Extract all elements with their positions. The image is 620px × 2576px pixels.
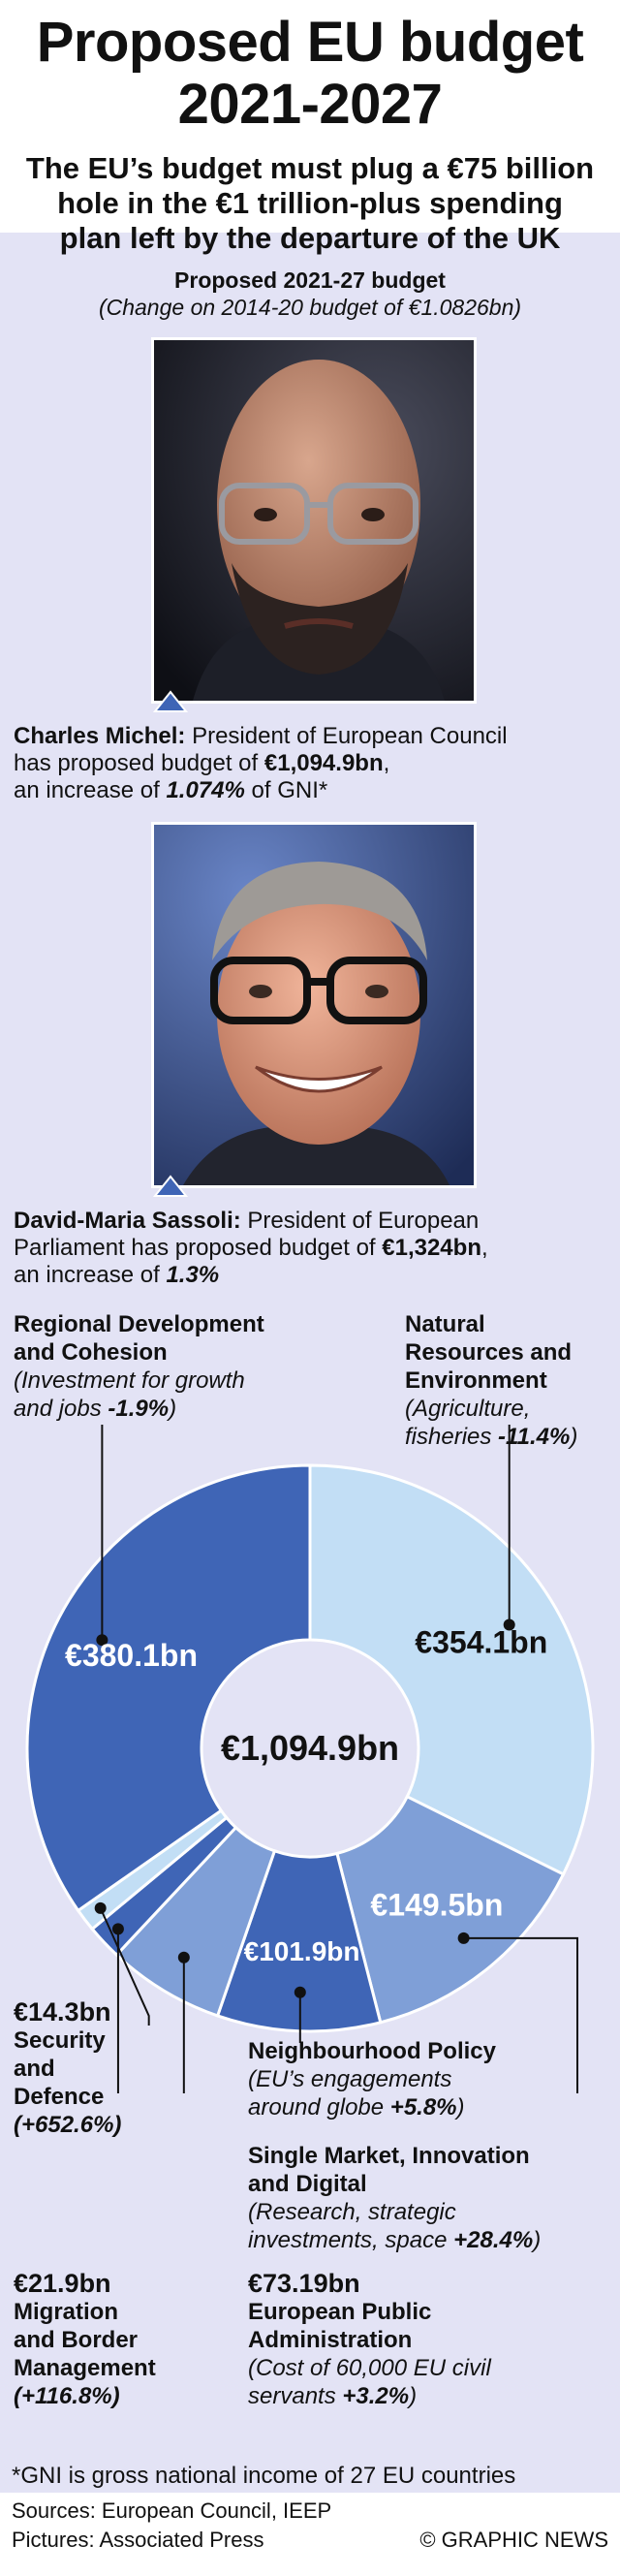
leader-line (508, 1425, 511, 1625)
slice-value-label: €380.1bn (65, 1638, 198, 1673)
leader-dot (177, 1951, 190, 1963)
label-migration-border: €21.9bn Migration and Border Management … (14, 2269, 156, 2410)
budget-donut-chart: €354.1bn €149.5bn €101.9bn €380.1bn €1,094.… (25, 1425, 595, 2093)
sources: Sources: European Council, IEEP (12, 2498, 332, 2523)
slice-single-market-innovation-and-digital (335, 1794, 566, 2025)
leader-line (463, 1936, 578, 2093)
leader-dot (96, 1634, 108, 1647)
photo-charles-michel (151, 337, 477, 704)
pointer-arrow (153, 690, 188, 712)
slice-value-label: €354.1bn (415, 1624, 547, 1659)
slice-value-label: €101.9bn (244, 1936, 360, 1966)
copyright: © GRAPHIC NEWS (419, 2528, 608, 2552)
center-total-label: €1,094.9bn (221, 1728, 399, 1768)
slice-natural-resources-and-environment (308, 1463, 595, 1876)
picture-credit: Pictures: Associated Press (12, 2528, 264, 2552)
label-security-defence: €14.3bn Security and Defence (+652.6%) (14, 1997, 122, 2139)
leader-dot (457, 1932, 470, 1944)
leader-line (182, 1957, 185, 2093)
page-subtitle: The EU’s budget must plug a €75 billion … (25, 151, 595, 255)
footnote: *GNI is gross national income of 27 EU c… (12, 2463, 516, 2489)
label-public-administration: €73.19bn European Public Administration … (248, 2269, 491, 2410)
leader-dot (111, 1923, 124, 1935)
photo-david-maria-sassoli (151, 822, 477, 1188)
leader-line (116, 1929, 119, 2093)
slice-regional-development-and-cohesion (25, 1463, 312, 1913)
page-title: Proposed EU budget 2021-2027 (36, 11, 584, 136)
chart-title: Proposed 2021-27 budget (174, 267, 446, 293)
label-neighbourhood-policy: Neighbourhood Policy (EU’s engagements a… (248, 2038, 496, 2120)
leader-dot (294, 1986, 306, 1998)
header-panel (0, 0, 620, 233)
label-single-market: Single Market, Innovation and Digital (R… (248, 2143, 542, 2253)
leader-line (101, 1425, 104, 1641)
sassoli-caption: David-Maria Sassoli: President of Europe… (14, 1208, 488, 1288)
chart-subtitle: (Change on 2014-20 budget of €1.0826bn) (98, 295, 522, 320)
michel-caption: Charles Michel: President of European Co… (14, 723, 508, 803)
donut-hole (203, 1642, 417, 1855)
label-regional-development: Regional Development and Cohesion (Inves… (14, 1311, 264, 1422)
footer: Sources: European Council, IEEP Pictures… (0, 2493, 620, 2576)
leader-dot (503, 1618, 515, 1631)
pointer-arrow (153, 1175, 188, 1197)
leader-dot (94, 1901, 107, 1914)
slice-value-label: €149.5bn (370, 1888, 503, 1923)
leader-line (99, 1907, 150, 2026)
label-natural-resources: Natural Resources and Environment (Agric… (405, 1311, 578, 1450)
